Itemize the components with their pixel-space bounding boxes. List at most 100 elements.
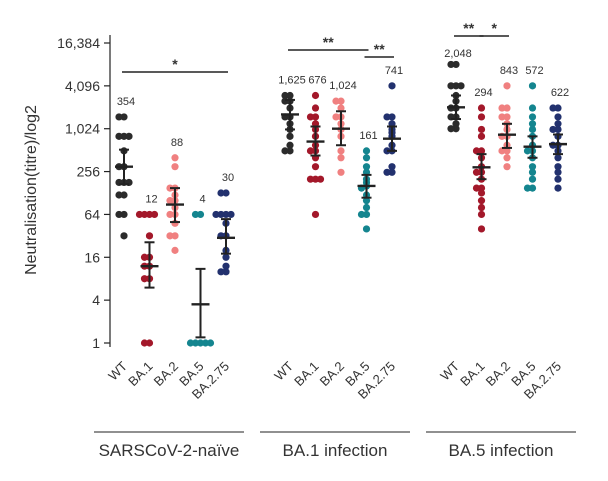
- point-wt-11: [286, 147, 294, 155]
- point-ba-5-1: [528, 104, 537, 112]
- series-ba-5-infection-ba-2: 843: [498, 65, 518, 171]
- y-tick-label-4: 4: [92, 292, 100, 308]
- point-ba-2-75-2: [222, 210, 230, 219]
- category-label-sarscov-2-na-ve-ba-1: BA.1: [125, 359, 156, 390]
- series-ba-1-infection-wt: 1,625: [278, 74, 306, 155]
- point-ba-5-10: [528, 163, 537, 171]
- point-wt-2: [452, 82, 460, 90]
- point-ba-2-75-0: [222, 189, 230, 197]
- point-ba-2-75-11: [554, 163, 562, 171]
- series-ba-1-infection-ba-1: 676: [306, 74, 327, 219]
- point-ba-1-11: [311, 163, 320, 171]
- y-axis: 1 4 16 64 256 1,024 4,096 16,384: [57, 35, 111, 351]
- y-tick-label-64: 64: [84, 206, 100, 222]
- category-label-ba-5-infection-ba-1: BA.1: [457, 359, 488, 390]
- point-wt-9: [286, 132, 294, 140]
- point-ba-2-3: [503, 113, 511, 121]
- point-ba-2-75-2: [383, 113, 391, 121]
- value-label-ba-1: 12: [145, 193, 157, 205]
- point-ba-1-2: [477, 125, 486, 134]
- point-ba-1-9: [306, 147, 315, 155]
- point-ba-1-2: [150, 210, 159, 219]
- point-ba-5-13: [528, 184, 537, 192]
- point-ba-5-4: [201, 339, 210, 347]
- y-tick-label-16-384: 16,384: [57, 35, 100, 51]
- point-ba-5-12: [357, 210, 366, 219]
- point-ba-2-75-1: [217, 189, 225, 197]
- series-sarscov-2-na-ve-ba-1: 12: [135, 193, 159, 347]
- point-wt-0: [452, 60, 460, 69]
- point-ba-1-1: [311, 104, 320, 112]
- point-ba-1-12: [472, 184, 481, 192]
- point-ba-1-6: [140, 253, 149, 261]
- point-ba-2-12: [166, 232, 174, 240]
- point-ba-2-75-11: [222, 262, 230, 270]
- point-ba-2-75-11: [388, 168, 396, 176]
- point-ba-2-6: [166, 197, 174, 205]
- point-wt-10: [286, 141, 294, 149]
- point-ba-2-11: [498, 147, 506, 155]
- point-ba-2-75-12: [383, 168, 391, 176]
- y-tick-label-256: 256: [77, 164, 101, 180]
- point-ba-2-1: [171, 163, 179, 171]
- point-ba-1-1: [140, 210, 149, 219]
- point-ba-2-75-3: [554, 120, 562, 128]
- point-ba-5-12: [528, 175, 537, 183]
- category-label-ba-1-infection-ba-2: BA.2: [317, 359, 348, 390]
- y-axis-label: Neutralisation(titre)/log2: [23, 105, 40, 275]
- series-sarscov-2-na-ve-ba-2-75: 30: [212, 172, 235, 276]
- point-ba-1-16: [477, 210, 486, 219]
- significance-ba-5-infection-0: **: [454, 20, 484, 37]
- point-ba-5-2: [528, 113, 537, 121]
- point-ba-1-14: [316, 175, 325, 183]
- point-ba-2-13: [503, 163, 511, 171]
- category-label-ba-5-infection-ba-2: BA.2: [483, 359, 514, 390]
- series-ba-1-infection-ba-2: 1,024: [329, 80, 357, 176]
- point-wt-3: [281, 97, 289, 105]
- point-ba-2-75-0: [554, 104, 562, 112]
- point-ba-1-13: [306, 175, 315, 183]
- y-tick-label-16: 16: [84, 249, 100, 265]
- significance-ba-1-infection-1: **: [364, 41, 394, 58]
- significance-ba-5-infection-1: *: [479, 20, 509, 37]
- point-ba-1-11: [145, 339, 154, 347]
- point-ba-1-2: [311, 113, 320, 121]
- series-sarscov-2-na-ve-ba-2: 88: [166, 137, 184, 254]
- point-ba-2-75-12: [554, 168, 562, 176]
- point-ba-2-1: [332, 97, 340, 105]
- point-wt-12: [452, 125, 460, 133]
- value-label-ba-5: 161: [359, 130, 377, 142]
- point-ba-2-75-1: [388, 113, 396, 121]
- point-ba-2-13: [171, 246, 179, 254]
- point-ba-1-4: [477, 147, 486, 155]
- point-wt-2: [120, 132, 128, 140]
- point-ba-2-75-0: [388, 82, 396, 90]
- y-tick-label-1: 1: [92, 335, 100, 351]
- point-ba-2-75-5: [549, 125, 557, 134]
- value-label-ba-5: 4: [199, 193, 205, 205]
- value-label-ba-2-75: 622: [551, 87, 569, 99]
- point-wt-13: [447, 125, 455, 133]
- point-ba-2-75-1: [549, 104, 557, 112]
- point-ba-2-75-10: [222, 253, 230, 261]
- point-wt-0: [286, 91, 294, 100]
- point-ba-1-0: [311, 91, 320, 100]
- group-sarscov-2-na-ve: 354WT12BA.188BA.24BA.530BA.2.75*SARSCoV-…: [94, 56, 244, 460]
- value-label-ba-2: 88: [171, 137, 183, 149]
- point-ba-5-11: [528, 168, 537, 176]
- series-ba-1-infection-ba-5: 161: [357, 130, 378, 233]
- series-ba-5-infection-ba-1: 294: [472, 87, 493, 233]
- series-ba-5-infection-wt: 2,048: [444, 48, 472, 133]
- point-ba-2-9: [166, 210, 174, 219]
- point-ba-2-0: [337, 97, 345, 105]
- y-tick-label-4-096: 4,096: [65, 78, 100, 94]
- point-wt-4: [125, 132, 133, 140]
- point-ba-5-8: [523, 147, 532, 155]
- point-ba-1-12: [140, 339, 149, 347]
- point-ba-2-75-2: [554, 113, 562, 121]
- value-label-ba-2-75: 30: [222, 172, 234, 184]
- significance-ba-1-infection-0: **: [288, 34, 369, 51]
- point-ba-2-75-4: [554, 125, 562, 134]
- point-ba-1-0: [145, 210, 154, 219]
- point-wt-1: [447, 60, 455, 69]
